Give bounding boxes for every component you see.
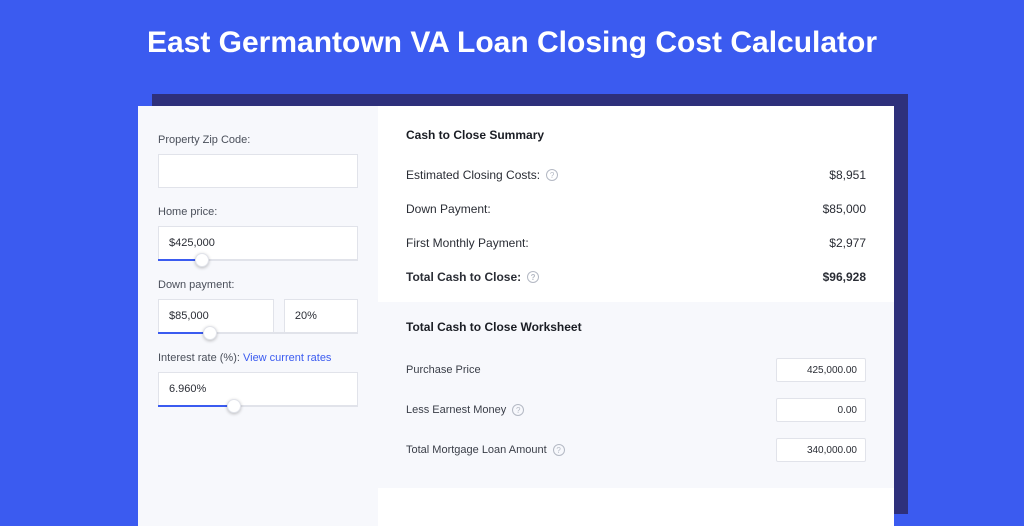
worksheet-value-input[interactable] [776,358,866,382]
summary-row-label: Estimated Closing Costs:? [406,168,558,182]
summary-label-text: Estimated Closing Costs: [406,168,540,182]
summary-label-text: Total Cash to Close: [406,270,521,284]
view-rates-link[interactable]: View current rates [243,352,331,364]
worksheet-rows: Purchase PriceLess Earnest Money?Total M… [406,350,866,470]
worksheet-row: Total Mortgage Loan Amount? [406,430,866,470]
summary-row: Down Payment: $85,000 [406,192,866,226]
calculator-card: Property Zip Code: Home price: Down paym… [138,106,894,526]
summary-title: Cash to Close Summary [406,128,866,142]
worksheet-row: Purchase Price [406,350,866,390]
interest-rate-slider-thumb[interactable] [227,399,241,413]
results-panel: Cash to Close Summary Estimated Closing … [378,106,894,526]
worksheet-value-input[interactable] [776,398,866,422]
down-payment-field: Down payment: [158,279,358,334]
home-price-slider-thumb[interactable] [195,253,209,267]
down-payment-slider-thumb[interactable] [203,326,217,340]
worksheet-label-text: Total Mortgage Loan Amount [406,444,547,456]
summary-row: First Monthly Payment: $2,977 [406,226,866,260]
summary-row-label: Down Payment: [406,202,491,216]
interest-rate-slider[interactable] [158,405,358,407]
summary-row: Estimated Closing Costs:? $8,951 [406,158,866,192]
worksheet-row: Less Earnest Money? [406,390,866,430]
interest-rate-label-text: Interest rate (%): [158,352,243,364]
home-price-label: Home price: [158,206,358,218]
down-payment-slider[interactable] [158,332,358,334]
summary-row-value: $8,951 [829,168,866,182]
worksheet-panel: Total Cash to Close Worksheet Purchase P… [378,302,894,488]
zip-field: Property Zip Code: [158,134,358,188]
inputs-panel: Property Zip Code: Home price: Down paym… [138,106,378,526]
summary-row-label: Total Cash to Close:? [406,270,539,284]
summary-row-label: First Monthly Payment: [406,236,529,250]
summary-row-value: $96,928 [823,270,866,284]
page-title: East Germantown VA Loan Closing Cost Cal… [0,0,1024,74]
help-icon[interactable]: ? [553,444,565,456]
summary-rows: Estimated Closing Costs:? $8,951 Down Paym… [406,158,866,294]
home-price-input[interactable] [158,226,358,260]
help-icon[interactable]: ? [546,169,558,181]
summary-row-value: $2,977 [829,236,866,250]
down-payment-pct-input[interactable] [284,299,358,333]
zip-input[interactable] [158,154,358,188]
worksheet-value-input[interactable] [776,438,866,462]
help-icon[interactable]: ? [512,404,524,416]
home-price-slider[interactable] [158,259,358,261]
summary-label-text: First Monthly Payment: [406,236,529,250]
interest-rate-field: Interest rate (%): View current rates [158,352,358,407]
down-payment-label: Down payment: [158,279,358,291]
worksheet-title: Total Cash to Close Worksheet [406,320,866,334]
interest-rate-slider-fill [158,405,234,407]
worksheet-row-label: Less Earnest Money? [406,404,524,416]
worksheet-row-label: Total Mortgage Loan Amount? [406,444,565,456]
zip-label: Property Zip Code: [158,134,358,146]
worksheet-label-text: Purchase Price [406,364,481,376]
summary-row: Total Cash to Close:? $96,928 [406,260,866,294]
help-icon[interactable]: ? [527,271,539,283]
home-price-field: Home price: [158,206,358,261]
summary-row-value: $85,000 [823,202,866,216]
interest-rate-input[interactable] [158,372,358,406]
worksheet-label-text: Less Earnest Money [406,404,506,416]
worksheet-row-label: Purchase Price [406,364,481,376]
down-payment-input[interactable] [158,299,274,333]
summary-label-text: Down Payment: [406,202,491,216]
interest-rate-label: Interest rate (%): View current rates [158,352,358,364]
